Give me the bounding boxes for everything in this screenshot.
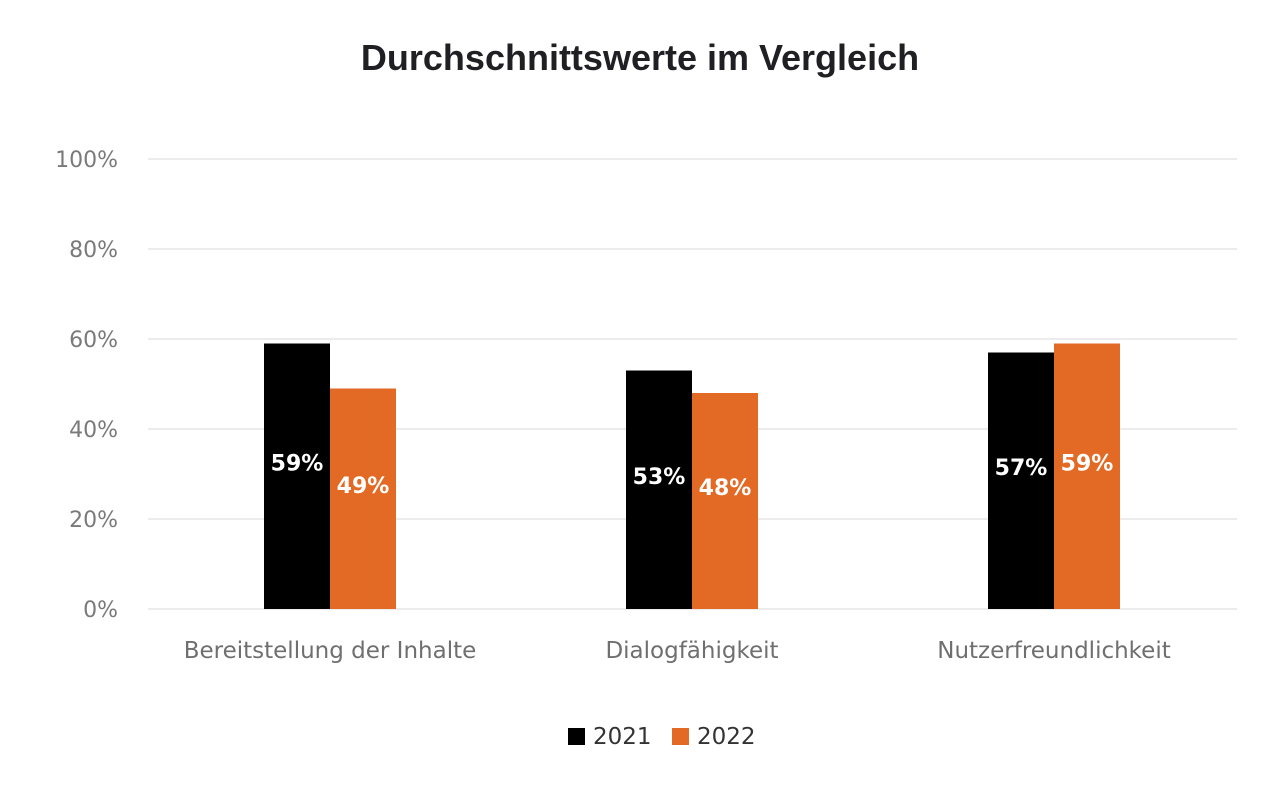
data-label: 49% <box>337 474 390 499</box>
x-axis-categories: Bereitstellung der Inhalte Dialogfähigkei… <box>184 638 1171 664</box>
bar-2021-1 <box>626 370 692 609</box>
y-axis-ticks: 0% 20% 40% 60% 80% 100% <box>55 148 118 623</box>
legend-swatch <box>672 728 689 745</box>
data-label: 53% <box>633 465 686 490</box>
data-label: 59% <box>1061 451 1114 476</box>
chart-title: Durchschnittswerte im Vergleich <box>361 37 919 78</box>
bar-2021-0 <box>264 343 330 609</box>
legend-label: 2021 <box>593 724 652 750</box>
y-tick-label: 80% <box>69 238 118 263</box>
y-tick-label: 60% <box>69 328 118 353</box>
data-label: 57% <box>995 456 1048 481</box>
x-category-label: Dialogfähigkeit <box>605 638 778 664</box>
bars <box>264 343 1120 609</box>
x-category-label: Bereitstellung der Inhalte <box>184 638 477 664</box>
data-label: 59% <box>271 451 324 476</box>
y-tick-label: 20% <box>69 508 118 533</box>
legend-swatch <box>568 728 585 745</box>
y-tick-label: 0% <box>83 598 118 623</box>
bar-2022-1 <box>692 393 758 609</box>
legend: 2021 2022 <box>568 724 756 750</box>
x-category-label: Nutzerfreundlichkeit <box>937 638 1171 664</box>
bar-2022-2 <box>1054 343 1120 609</box>
bar-2022-0 <box>330 388 396 609</box>
legend-label: 2022 <box>697 724 756 750</box>
data-label: 48% <box>699 476 752 501</box>
data-labels: 59% 49% 53% 48% 57% 59% <box>271 451 1114 501</box>
y-tick-label: 40% <box>69 418 118 443</box>
bar-2021-2 <box>988 352 1054 609</box>
y-tick-label: 100% <box>55 148 118 173</box>
